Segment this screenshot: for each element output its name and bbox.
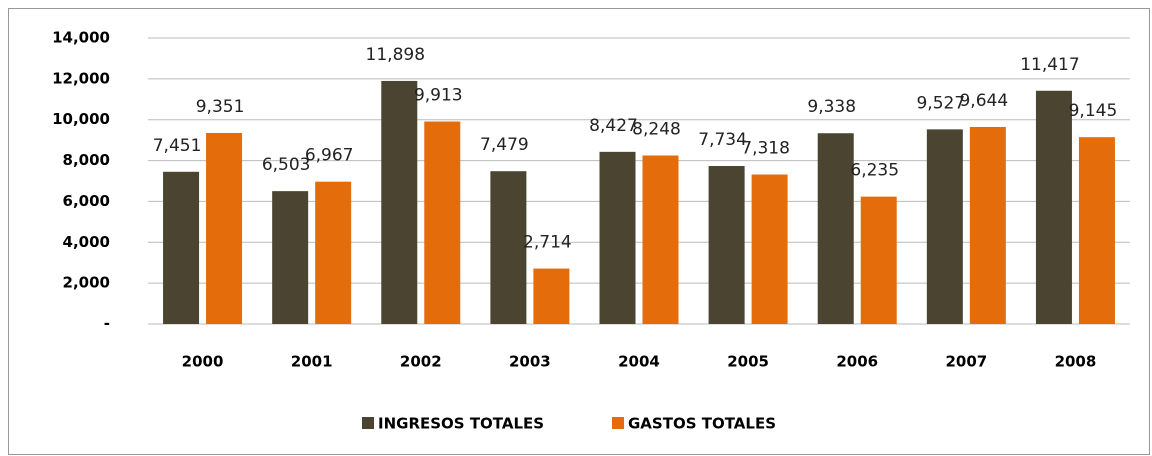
value-label: 9,338 xyxy=(807,97,856,117)
bar xyxy=(751,174,788,324)
x-tick-label: 2001 xyxy=(291,353,333,371)
legend-label: GASTOS TOTALES xyxy=(628,415,776,433)
bar xyxy=(969,126,1006,325)
value-label: 7,451 xyxy=(153,136,202,156)
value-label: 8,248 xyxy=(632,120,681,140)
y-tick-label: 8,000 xyxy=(63,151,110,169)
bar xyxy=(206,132,243,324)
x-tick-label: 2004 xyxy=(618,353,660,371)
bar xyxy=(708,166,745,324)
bar xyxy=(642,155,679,324)
x-tick-label: 2006 xyxy=(836,353,878,371)
value-label: 9,913 xyxy=(414,85,463,105)
bar xyxy=(926,129,963,324)
value-label: 6,967 xyxy=(305,146,354,166)
bar xyxy=(1035,90,1072,324)
value-label: 8,427 xyxy=(589,116,638,136)
bar xyxy=(1078,137,1115,324)
x-tick-label: 2003 xyxy=(509,353,551,371)
x-tick-label: 2008 xyxy=(1055,353,1097,371)
x-tick-label: 2002 xyxy=(400,353,442,371)
value-label: 11,417 xyxy=(1020,55,1079,75)
y-tick-label: 10,000 xyxy=(52,110,110,128)
value-label: 7,734 xyxy=(698,130,747,150)
value-label: 7,318 xyxy=(741,139,790,159)
y-tick-label: - xyxy=(104,315,110,333)
y-tick-label: 2,000 xyxy=(63,274,110,292)
legend-label: INGRESOS TOTALES xyxy=(378,415,544,433)
x-tick-label: 2005 xyxy=(727,353,769,371)
bar xyxy=(424,121,461,324)
legend-swatch xyxy=(612,417,624,429)
value-label: 9,644 xyxy=(959,91,1008,111)
value-label: 6,235 xyxy=(850,161,899,181)
value-label: 7,479 xyxy=(480,135,529,155)
bar xyxy=(533,268,570,324)
value-label: 11,898 xyxy=(366,45,425,65)
legend-swatch xyxy=(362,417,374,429)
bar xyxy=(163,171,200,324)
y-tick-label: 14,000 xyxy=(52,29,110,47)
value-label: 9,351 xyxy=(196,97,245,117)
bar xyxy=(272,191,309,324)
y-tick-label: 12,000 xyxy=(52,69,110,87)
x-tick-label: 2000 xyxy=(182,353,224,371)
bar xyxy=(381,80,418,324)
value-label: 2,714 xyxy=(523,233,572,253)
bar xyxy=(860,196,897,324)
value-label: 6,503 xyxy=(262,155,311,175)
x-tick-label: 2007 xyxy=(945,353,987,371)
value-label: 9,145 xyxy=(1069,101,1118,121)
y-tick-label: 4,000 xyxy=(63,233,110,251)
value-label: 9,527 xyxy=(916,93,965,113)
bar xyxy=(315,181,352,324)
y-tick-label: 6,000 xyxy=(63,192,110,210)
bar xyxy=(817,133,854,324)
bar xyxy=(490,171,527,324)
bar xyxy=(599,151,636,324)
